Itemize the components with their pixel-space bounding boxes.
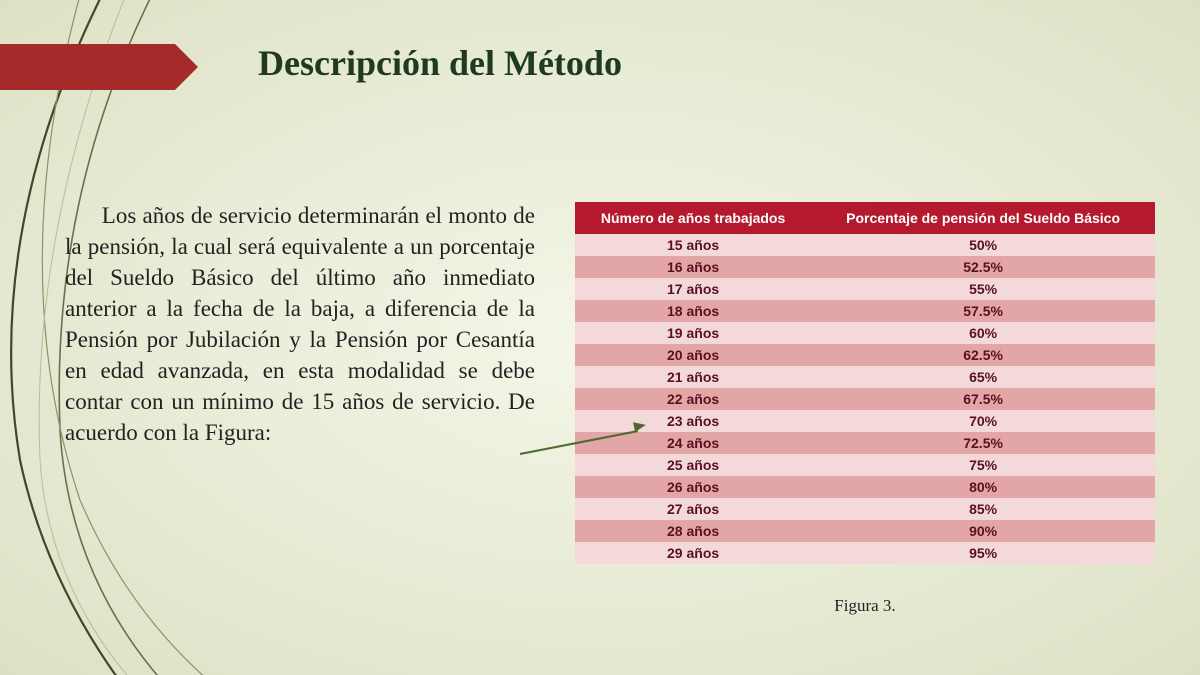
cell-years: 17 años: [575, 278, 811, 300]
cell-years: 27 años: [575, 498, 811, 520]
cell-years: 28 años: [575, 520, 811, 542]
cell-years: 26 años: [575, 476, 811, 498]
cell-pct: 70%: [811, 410, 1155, 432]
col-header-pct: Porcentaje de pensión del Sueldo Básico: [811, 202, 1155, 234]
cell-years: 15 años: [575, 234, 811, 256]
cell-years: 22 años: [575, 388, 811, 410]
cell-years: 29 años: [575, 542, 811, 564]
cell-pct: 62.5%: [811, 344, 1155, 366]
pension-table: Número de años trabajados Porcentaje de …: [575, 202, 1155, 564]
cell-pct: 57.5%: [811, 300, 1155, 322]
table-row: 21 años65%: [575, 366, 1155, 388]
page-title: Descripción del Método: [258, 42, 622, 84]
cell-pct: 95%: [811, 542, 1155, 564]
table-row: 24 años72.5%: [575, 432, 1155, 454]
cell-pct: 50%: [811, 234, 1155, 256]
table-row: 29 años95%: [575, 542, 1155, 564]
table-row: 23 años70%: [575, 410, 1155, 432]
title-ribbon-icon: [0, 44, 175, 90]
table-row: 26 años80%: [575, 476, 1155, 498]
cell-pct: 90%: [811, 520, 1155, 542]
table-row: 27 años85%: [575, 498, 1155, 520]
table-row: 19 años60%: [575, 322, 1155, 344]
description-paragraph: Los años de servicio determinarán el mon…: [65, 200, 535, 448]
col-header-years: Número de años trabajados: [575, 202, 811, 234]
table-row: 15 años50%: [575, 234, 1155, 256]
cell-years: 18 años: [575, 300, 811, 322]
table-row: 17 años55%: [575, 278, 1155, 300]
cell-pct: 85%: [811, 498, 1155, 520]
table-row: 28 años90%: [575, 520, 1155, 542]
cell-years: 25 años: [575, 454, 811, 476]
cell-pct: 72.5%: [811, 432, 1155, 454]
table-row: 20 años62.5%: [575, 344, 1155, 366]
cell-years: 19 años: [575, 322, 811, 344]
figure-caption: Figura 3.: [575, 596, 1155, 616]
cell-pct: 80%: [811, 476, 1155, 498]
cell-pct: 65%: [811, 366, 1155, 388]
table-row: 25 años75%: [575, 454, 1155, 476]
table-row: 22 años67.5%: [575, 388, 1155, 410]
cell-years: 20 años: [575, 344, 811, 366]
cell-years: 16 años: [575, 256, 811, 278]
cell-years: 21 años: [575, 366, 811, 388]
cell-pct: 52.5%: [811, 256, 1155, 278]
cell-years: 23 años: [575, 410, 811, 432]
cell-pct: 67.5%: [811, 388, 1155, 410]
table-row: 18 años57.5%: [575, 300, 1155, 322]
pension-table-container: Número de años trabajados Porcentaje de …: [575, 202, 1155, 564]
cell-pct: 55%: [811, 278, 1155, 300]
table-row: 16 años52.5%: [575, 256, 1155, 278]
cell-pct: 60%: [811, 322, 1155, 344]
cell-pct: 75%: [811, 454, 1155, 476]
